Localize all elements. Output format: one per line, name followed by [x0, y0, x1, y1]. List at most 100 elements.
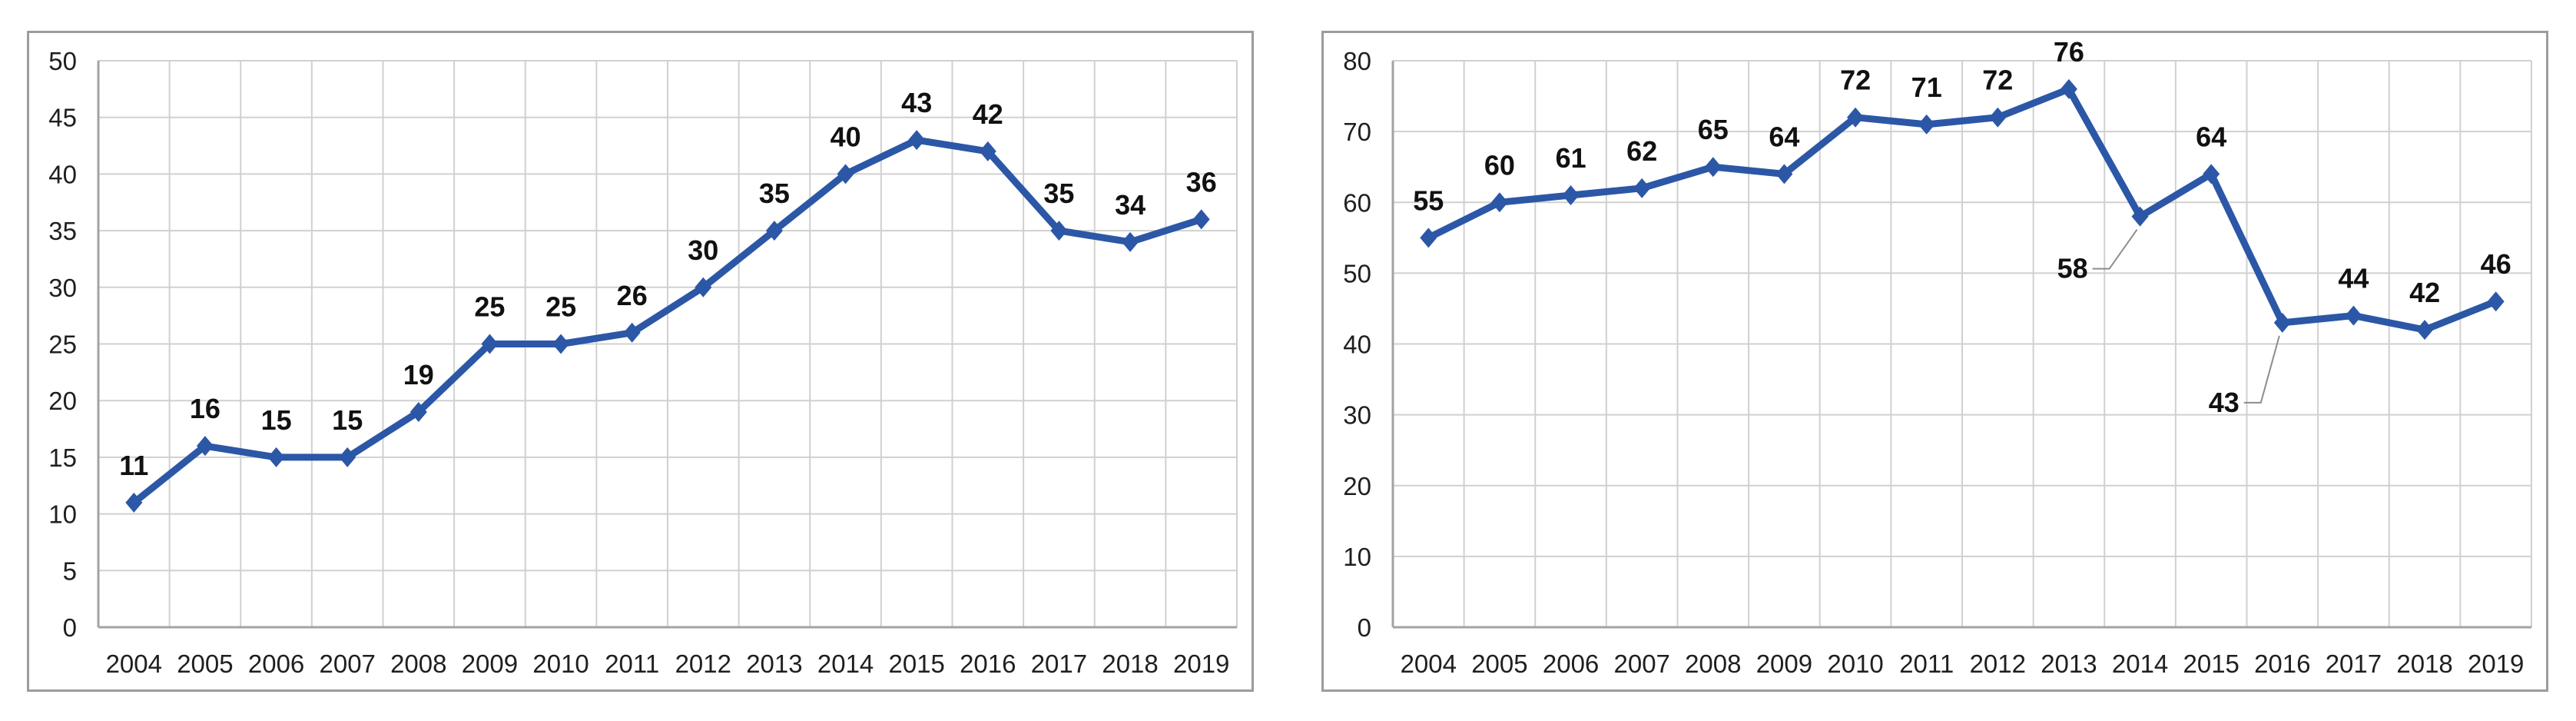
data-label: 43	[901, 87, 932, 118]
x-tick-label: 2010	[532, 650, 588, 678]
y-tick-label: 0	[63, 613, 77, 642]
y-tick-label: 70	[1343, 118, 1371, 146]
data-point-marker	[695, 277, 712, 297]
y-tick-label: 35	[48, 217, 77, 245]
label-leader-line	[2092, 229, 2138, 270]
data-label: 76	[2054, 36, 2084, 68]
x-tick-label: 2015	[888, 650, 944, 678]
y-tick-label: 10	[48, 500, 77, 529]
data-point-marker	[1989, 107, 2007, 128]
data-point-marker	[1192, 209, 1210, 230]
x-tick-label: 2018	[2396, 650, 2452, 678]
data-point-marker	[409, 401, 427, 422]
y-tick-label: 40	[1343, 331, 1371, 359]
x-tick-label: 2011	[1899, 650, 1954, 678]
data-label: 30	[688, 234, 718, 266]
x-tick-label: 2019	[2468, 650, 2524, 678]
data-point-marker	[2131, 206, 2149, 227]
y-tick-label: 15	[48, 444, 77, 472]
data-label: 60	[1484, 149, 1515, 181]
y-tick-label: 0	[1358, 613, 1371, 642]
data-label: 71	[1911, 71, 1942, 103]
x-tick-label: 2005	[177, 650, 233, 678]
data-point-marker	[267, 447, 285, 467]
data-point-marker	[339, 447, 356, 467]
data-label: 26	[617, 280, 648, 311]
data-label: 43	[2209, 387, 2239, 418]
data-point-marker	[1918, 114, 1935, 135]
data-point-marker	[1775, 164, 1793, 184]
x-tick-label: 2006	[248, 650, 304, 678]
data-line	[1424, 85, 2500, 334]
data-point-marker	[1847, 107, 1865, 128]
chart-svg-right: 55 60 61 62 65 64 72 71 72 76 58 64 43 44 42 46 0 10 20 30 4…	[1343, 36, 2532, 678]
data-point-marker	[1050, 221, 1068, 241]
data-label: 55	[1413, 184, 1444, 216]
x-tick-label: 2004	[1401, 650, 1457, 678]
x-tick-label: 2005	[1471, 650, 1527, 678]
line-chart-left[interactable]: 11 16 15 15 19 25 25 26 30 35 40 43 42 35 34 36 0 5 10 15 20…	[27, 31, 1254, 692]
data-label: 40	[830, 121, 861, 152]
x-tick-label: 2013	[2041, 650, 2097, 678]
data-label: 72	[1840, 65, 1871, 96]
data-point-marker	[908, 130, 926, 151]
data-point-marker	[552, 334, 570, 354]
x-tick-label: 2016	[2254, 650, 2310, 678]
line-chart-right[interactable]: 55 60 61 62 65 64 72 71 72 76 58 64 43 44 42 46 0 10 20 30 4…	[1321, 31, 2548, 692]
y-tick-label: 5	[63, 557, 77, 585]
x-tick-label: 2018	[1102, 650, 1158, 678]
data-point-marker	[1633, 178, 1651, 198]
chart-svg-left: 11 16 15 15 19 25 25 26 30 35 40 43 42 35 34 36 0 5 10 15 20…	[48, 47, 1238, 678]
y-tick-label: 50	[1343, 259, 1371, 287]
data-point-marker	[2487, 291, 2505, 312]
data-label: 15	[261, 404, 292, 436]
data-point-marker	[1704, 157, 1722, 178]
data-point-marker	[481, 334, 499, 354]
data-label: 42	[2409, 277, 2440, 308]
x-tick-label: 2019	[1173, 650, 1229, 678]
y-tick-label: 40	[48, 160, 77, 188]
y-tick-label: 20	[1343, 472, 1371, 500]
y-tick-label: 30	[1343, 401, 1371, 430]
x-tick-label: 2014	[817, 650, 874, 678]
x-tick-label: 2011	[605, 650, 659, 678]
x-tick-label: 2004	[106, 650, 162, 678]
data-point-marker	[979, 141, 996, 161]
data-label: 46	[2481, 248, 2511, 280]
data-point-marker	[1490, 192, 1508, 213]
data-label: 19	[403, 359, 434, 390]
data-label: 36	[1186, 166, 1217, 198]
x-tick-label: 2016	[960, 650, 1016, 678]
data-label: 42	[973, 98, 1003, 130]
data-label: 35	[759, 178, 790, 209]
y-tick-label: 80	[1343, 47, 1371, 75]
data-point-marker	[2345, 305, 2362, 326]
x-tick-label: 2015	[2183, 650, 2239, 678]
x-tick-label: 2014	[2112, 650, 2168, 678]
data-point-marker	[2416, 320, 2434, 341]
x-tick-label: 2017	[1031, 650, 1087, 678]
x-tick-label: 2006	[1543, 650, 1599, 678]
data-point-marker	[765, 221, 783, 241]
data-label: 72	[1982, 65, 2013, 96]
y-tick-label: 25	[48, 331, 77, 359]
data-label: 16	[190, 393, 220, 424]
y-tick-label: 10	[1343, 543, 1371, 571]
x-tick-label: 2008	[390, 650, 446, 678]
data-label: 15	[332, 404, 363, 436]
data-point-marker	[196, 436, 214, 457]
x-tick-label: 2007	[1613, 650, 1669, 678]
y-tick-label: 60	[1343, 188, 1371, 217]
data-label: 11	[119, 450, 148, 481]
x-tick-label: 2008	[1685, 650, 1741, 678]
x-tick-label: 2010	[1827, 650, 1883, 678]
x-tick-label: 2017	[2326, 650, 2382, 678]
x-tick-label: 2012	[675, 650, 731, 678]
data-point-marker	[623, 322, 641, 343]
data-line	[130, 136, 1205, 507]
data-label: 25	[545, 291, 576, 323]
y-tick-label: 20	[48, 387, 77, 415]
y-tick-label: 30	[48, 274, 77, 302]
y-tick-label: 50	[48, 47, 77, 75]
